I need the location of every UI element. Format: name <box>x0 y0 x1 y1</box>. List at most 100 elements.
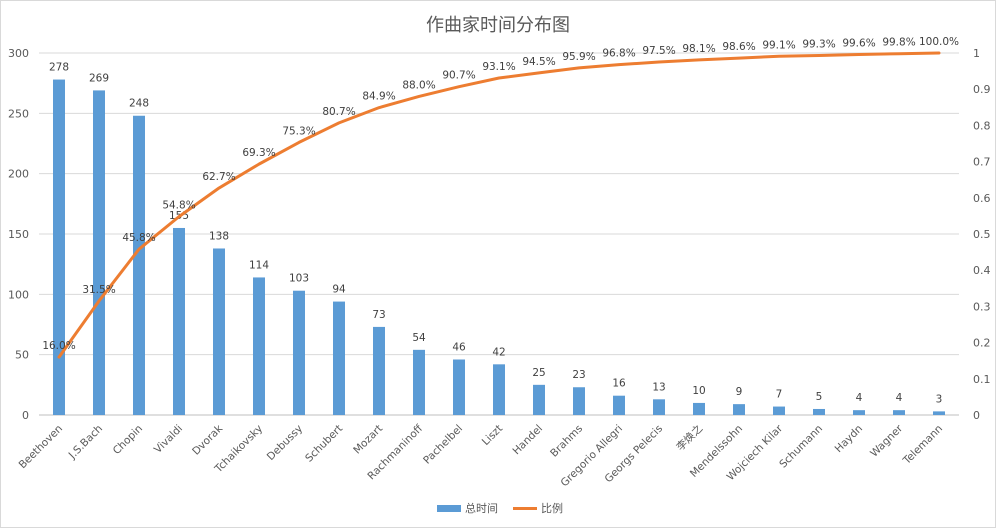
line-series <box>57 51 941 359</box>
line-value-label: 98.6% <box>722 41 755 53</box>
bar <box>733 404 745 415</box>
category-label: Dvorak <box>190 422 226 458</box>
category-label: Beethoven <box>17 423 66 472</box>
bar <box>773 406 785 415</box>
left-tick-label: 300 <box>8 47 29 60</box>
line-value-label: 99.8% <box>882 37 915 49</box>
category-label: Handel <box>510 423 545 458</box>
bar-value-label: 94 <box>332 284 346 296</box>
chart-title: 作曲家时间分布图 <box>426 15 570 36</box>
bar <box>453 359 465 415</box>
category-label: Liszt <box>480 423 505 448</box>
category-label: Mozart <box>351 423 385 457</box>
legend-label-line: 比例 <box>541 501 563 515</box>
right-tick-label: 0.2 <box>973 337 991 350</box>
line-value-label: 94.5% <box>522 56 555 68</box>
line-value-label: 96.8% <box>602 48 635 60</box>
bar <box>933 411 945 415</box>
line-data-labels: 16.0% 31.5% 45.8% 54.8% 62.7% 69.3% 75.3% 80.7%… <box>42 36 959 352</box>
bar <box>613 395 625 415</box>
line-value-label: 98.1% <box>682 43 715 55</box>
left-tick-label: 150 <box>8 228 29 241</box>
category-label: Vivaldi <box>152 423 185 456</box>
category-label: 李焕之 <box>674 422 706 454</box>
bar <box>413 349 425 415</box>
category-label: Telemann <box>900 423 945 468</box>
bar-value-label: 5 <box>816 391 823 403</box>
bar-value-label: 54 <box>412 332 426 344</box>
bar-value-label: 3 <box>936 393 943 405</box>
line-value-label: 62.7% <box>202 171 235 183</box>
category-labels: Beethoven J.S.Bach Chopin Vivaldi DvorakTcha… <box>17 422 946 490</box>
left-axis: 0 50 100 150 200 250 300 <box>8 47 29 422</box>
bar <box>373 326 385 415</box>
right-tick-label: 0.5 <box>973 228 991 241</box>
bar <box>893 410 905 415</box>
bar <box>533 384 545 415</box>
gridlines <box>39 52 959 416</box>
category-label: Brahms <box>548 423 585 460</box>
bar-value-label: 46 <box>452 341 466 353</box>
category-label: Chopin <box>111 423 145 457</box>
right-tick-label: 1 <box>973 47 980 60</box>
right-tick-label: 0.1 <box>973 373 991 386</box>
bar-value-label: 138 <box>209 230 229 242</box>
legend: 总时间 比例 <box>437 501 563 515</box>
line-value-label: 93.1% <box>482 61 515 73</box>
bar-value-label: 114 <box>249 259 269 271</box>
bar-value-label: 9 <box>736 386 743 398</box>
category-label: Haydn <box>833 423 865 455</box>
line-value-label: 69.3% <box>242 147 275 159</box>
bar-value-label: 248 <box>129 98 149 110</box>
line-value-label: 80.7% <box>322 106 355 118</box>
bar <box>693 402 705 415</box>
right-axis: 0 0.1 0.2 0.3 0.4 0.5 0.6 0.7 0.8 0.9 1 <box>973 47 991 422</box>
right-tick-label: 0.4 <box>973 264 991 277</box>
bar <box>133 115 145 415</box>
right-tick-label: 0.8 <box>973 119 991 132</box>
right-tick-label: 0.6 <box>973 192 991 205</box>
left-tick-label: 200 <box>8 168 29 181</box>
line-value-label: 99.3% <box>802 39 835 51</box>
legend-swatch-bar <box>437 505 461 512</box>
left-tick-label: 50 <box>15 349 29 362</box>
category-label: Pachelbel <box>421 423 465 467</box>
category-label: Debussy <box>265 423 305 463</box>
bar <box>53 79 65 416</box>
line-value-label: 75.3% <box>282 125 315 137</box>
bar-value-label: 13 <box>652 381 665 393</box>
bar-value-label: 73 <box>372 309 385 321</box>
bar-value-label: 4 <box>856 392 863 404</box>
bar-value-label: 4 <box>896 392 903 404</box>
bar <box>293 290 305 415</box>
bar <box>173 227 185 415</box>
legend-label-bar: 总时间 <box>465 501 498 515</box>
bar <box>93 90 105 415</box>
right-tick-label: 0 <box>973 409 980 422</box>
bar-value-label: 25 <box>532 367 545 379</box>
line-value-label: 100.0% <box>919 36 959 48</box>
bar-value-label: 10 <box>692 385 705 397</box>
bar <box>253 277 265 415</box>
bar <box>813 408 825 415</box>
bar <box>653 399 665 415</box>
left-tick-label: 100 <box>8 288 29 301</box>
bar <box>213 248 225 415</box>
line-value-label: 45.8% <box>122 232 155 244</box>
line-value-label: 99.6% <box>842 37 875 49</box>
line-value-label: 84.9% <box>362 91 395 103</box>
left-tick-label: 0 <box>22 409 29 422</box>
bar-value-label: 278 <box>49 62 69 74</box>
right-tick-label: 0.3 <box>973 300 991 313</box>
bar-value-label: 269 <box>89 72 109 84</box>
line-value-label: 88.0% <box>402 79 435 91</box>
bar-value-label: 7 <box>776 389 783 401</box>
line-value-label: 90.7% <box>442 70 475 82</box>
line-value-label: 16.0% <box>42 340 75 352</box>
line-value-label: 97.5% <box>642 45 675 57</box>
bar-value-label: 23 <box>572 369 585 381</box>
bar-series <box>53 79 945 416</box>
